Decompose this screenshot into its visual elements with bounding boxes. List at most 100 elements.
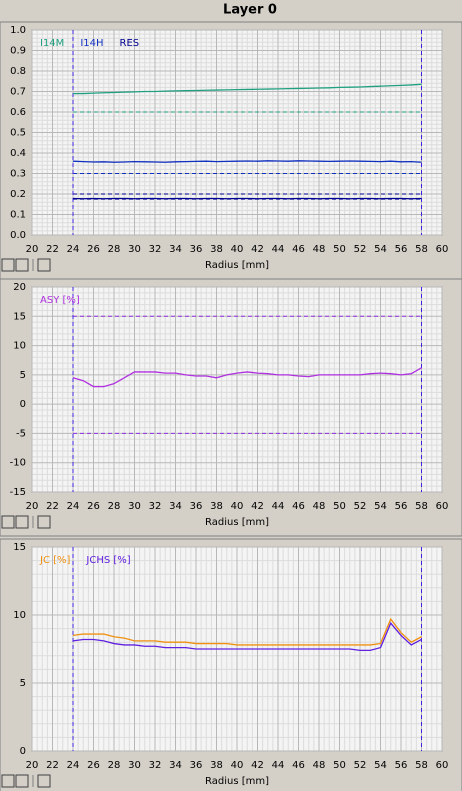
x-tick-label: 58	[415, 501, 428, 512]
x-tick-label: 38	[210, 501, 223, 512]
x-tick-label: 46	[292, 501, 305, 512]
x-tick-label: 20	[26, 501, 39, 512]
x-tick-label: 36	[190, 501, 203, 512]
y-tick-label: 15	[13, 542, 26, 553]
x-tick-label: 60	[436, 501, 449, 512]
y-tick-label: 5	[20, 370, 26, 381]
x-tick-label: 54	[374, 760, 387, 771]
x-tick-label: 48	[313, 501, 326, 512]
x-tick-label: 22	[46, 760, 59, 771]
x-tick-label: 26	[87, 760, 100, 771]
x-tick-label: 56	[395, 760, 408, 771]
x-tick-label: 36	[190, 760, 203, 771]
legend-entry: ASY [%]	[40, 295, 80, 306]
y-tick-label: -5	[16, 428, 26, 439]
x-tick-label: 44	[272, 760, 285, 771]
x-tick-label: 20	[26, 244, 39, 255]
x-tick-label: 52	[354, 760, 367, 771]
x-tick-label: 34	[169, 501, 182, 512]
x-axis-label: Radius [mm]	[205, 517, 269, 528]
series-line	[73, 83, 422, 95]
x-tick-label: 30	[128, 501, 141, 512]
y-tick-label: 0.4	[10, 148, 26, 159]
x-tick-label: 32	[149, 244, 162, 255]
crosshair-button[interactable]	[15, 774, 29, 788]
x-tick-label: 44	[272, 244, 285, 255]
series-line	[72, 621, 422, 652]
x-tick-label: 56	[395, 244, 408, 255]
crosshair-button[interactable]	[15, 515, 29, 529]
x-tick-label: 32	[149, 501, 162, 512]
y-tick-label: 0.2	[10, 189, 26, 200]
x-tick-label: 52	[354, 244, 367, 255]
x-tick-label: 58	[415, 760, 428, 771]
x-tick-label: 40	[231, 760, 244, 771]
x-tick-label: 54	[374, 244, 387, 255]
x-tick-label: 48	[313, 760, 326, 771]
x-tick-label: 22	[46, 244, 59, 255]
crosshair-button[interactable]	[15, 258, 29, 272]
pan-button[interactable]	[37, 515, 51, 529]
x-tick-label: 30	[128, 760, 141, 771]
x-axis-label: Radius [mm]	[205, 776, 269, 787]
page-title: Layer 0	[223, 3, 277, 18]
y-tick-label: 10	[13, 341, 26, 352]
x-tick-label: 38	[210, 760, 223, 771]
y-tick-label: 0.8	[10, 66, 26, 77]
y-tick-label: 5	[20, 678, 26, 689]
x-tick-label: 58	[415, 244, 428, 255]
series-line	[72, 617, 422, 646]
y-tick-label: -15	[10, 487, 26, 498]
x-tick-label: 26	[87, 244, 100, 255]
y-tick-label: 0	[20, 399, 26, 410]
y-tick-label: 0.0	[10, 230, 26, 241]
x-tick-label: 38	[210, 244, 223, 255]
x-tick-label: 52	[354, 501, 367, 512]
y-tick-label: 0.3	[10, 169, 26, 180]
x-tick-label: 24	[67, 760, 80, 771]
x-tick-label: 26	[87, 501, 100, 512]
x-tick-label: 50	[333, 501, 346, 512]
x-tick-label: 20	[26, 760, 39, 771]
x-tick-label: 40	[231, 501, 244, 512]
x-tick-label: 46	[292, 244, 305, 255]
x-tick-label: 54	[374, 501, 387, 512]
y-tick-label: 0.5	[10, 128, 26, 139]
y-tick-label: 0.9	[10, 46, 26, 57]
legend-entry: RES	[120, 38, 140, 49]
series-line	[72, 160, 422, 163]
zoom-button[interactable]	[1, 258, 15, 272]
x-tick-label: 22	[46, 501, 59, 512]
zoom-button[interactable]	[1, 774, 15, 788]
legend-entry: I14H	[80, 38, 103, 49]
x-tick-label: 34	[169, 760, 182, 771]
y-tick-label: 0.6	[10, 107, 26, 118]
x-tick-label: 42	[251, 244, 264, 255]
zoom-button[interactable]	[1, 515, 15, 529]
legend-entry: JC [%]	[39, 555, 71, 566]
x-tick-label: 40	[231, 244, 244, 255]
x-tick-label: 30	[128, 244, 141, 255]
series-line	[72, 367, 422, 388]
pan-button[interactable]	[37, 774, 51, 788]
x-tick-label: 24	[67, 501, 80, 512]
y-tick-label: 20	[13, 282, 26, 293]
x-tick-label: 56	[395, 501, 408, 512]
y-tick-label: 15	[13, 311, 26, 322]
y-tick-label: 10	[13, 610, 26, 621]
x-tick-label: 24	[67, 244, 80, 255]
x-tick-label: 50	[333, 760, 346, 771]
x-tick-label: 28	[108, 760, 121, 771]
x-tick-label: 48	[313, 244, 326, 255]
y-tick-label: 0.1	[10, 210, 26, 221]
pan-button[interactable]	[37, 258, 51, 272]
title-bar	[0, 0, 462, 20]
y-tick-label: 0.7	[10, 87, 26, 98]
y-tick-label: 1.0	[10, 25, 26, 36]
x-tick-label: 42	[251, 501, 264, 512]
x-tick-label: 50	[333, 244, 346, 255]
x-tick-label: 42	[251, 760, 264, 771]
y-tick-label: -10	[10, 458, 26, 469]
y-tick-label: 0	[20, 746, 26, 757]
